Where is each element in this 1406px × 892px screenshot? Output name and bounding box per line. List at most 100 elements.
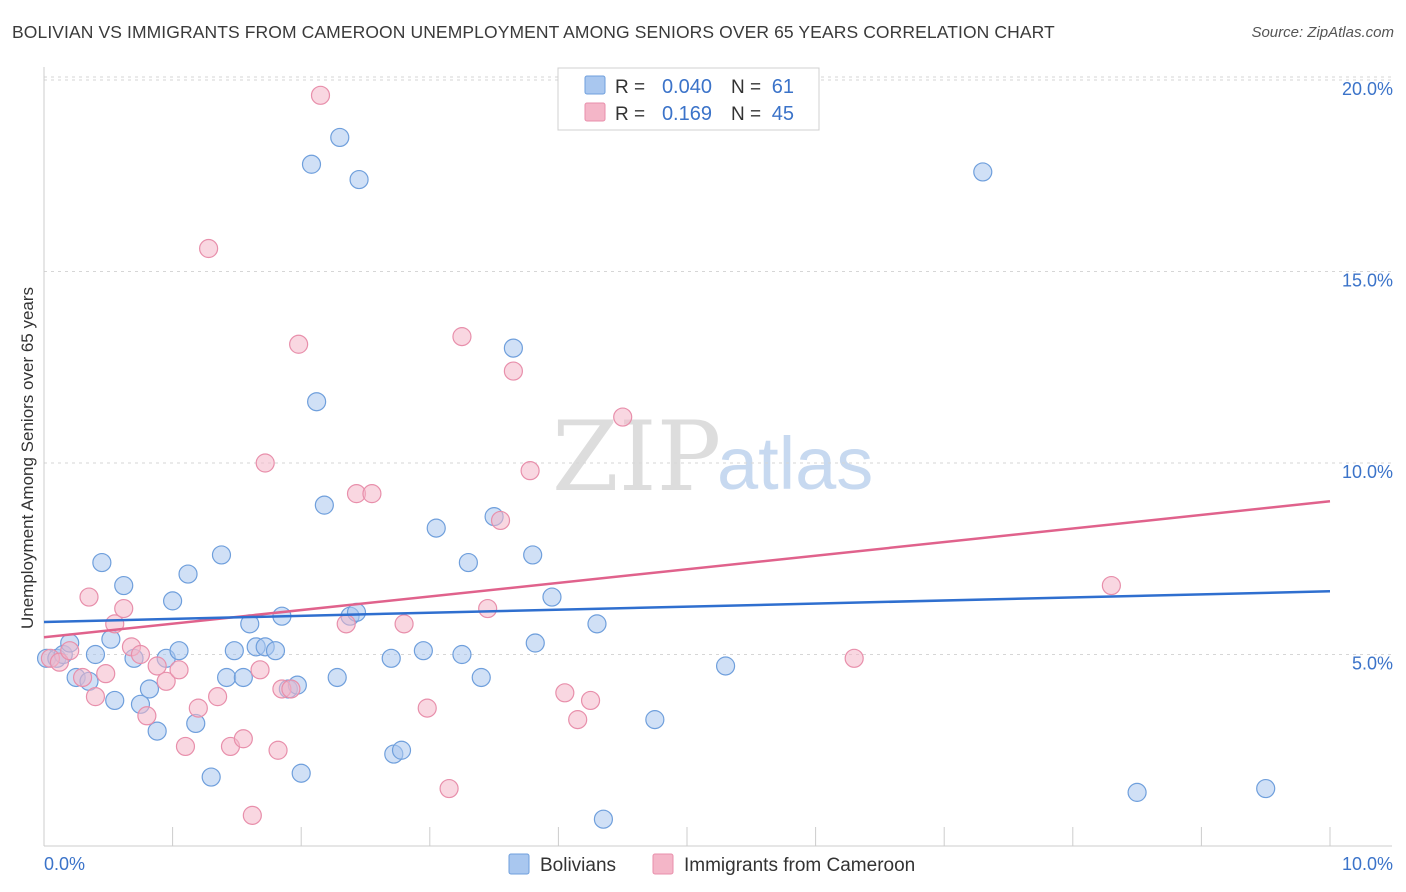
point-bolivians — [224, 641, 244, 661]
y-tick-label: 10.0% — [1342, 462, 1393, 482]
stats-swatch-pink — [584, 102, 606, 122]
point-bolivians — [301, 154, 322, 174]
stats-n-label: N = — [731, 104, 761, 125]
point-cameroon — [336, 614, 356, 634]
point-bolivians — [92, 552, 112, 573]
point-cameroon — [114, 598, 134, 619]
stats-n-value: 61 — [772, 76, 794, 98]
point-cameroon — [199, 238, 219, 259]
chart-title: BOLIVIAN VS IMMIGRANTS FROM CAMEROON UNE… — [12, 22, 1055, 42]
point-cameroon — [394, 614, 414, 634]
point-cameroon — [580, 690, 601, 711]
point-bolivians — [1256, 778, 1276, 799]
stats-swatch-blue — [584, 75, 606, 95]
point-cameroon — [156, 671, 176, 691]
point-cameroon — [169, 660, 189, 680]
point-bolivians — [169, 641, 189, 661]
point-cameroon — [137, 706, 157, 726]
point-cameroon — [79, 587, 99, 607]
point-bolivians — [645, 710, 665, 730]
point-bolivians — [458, 552, 478, 573]
point-cameroon — [130, 644, 151, 665]
stats-r-label: R = — [615, 77, 645, 98]
y-tick-label: 15.0% — [1342, 271, 1393, 291]
point-bolivians — [201, 767, 221, 787]
x-tick-labels: 0.0% 10.0% — [44, 854, 1393, 874]
point-bolivians — [413, 641, 433, 661]
point-bolivians — [330, 127, 350, 148]
point-bolivians — [973, 162, 993, 182]
point-cameroon — [503, 361, 523, 381]
point-bolivians — [85, 644, 106, 665]
legend: Bolivians Immigrants from Cameroon — [508, 853, 915, 876]
point-bolivians — [114, 575, 134, 596]
point-bolivians — [147, 721, 167, 741]
legend-swatch-cameroon — [652, 853, 674, 875]
point-bolivians — [105, 690, 125, 711]
point-cameroon — [844, 648, 864, 668]
point-cameroon — [250, 660, 270, 680]
point-bolivians — [426, 518, 446, 538]
x-tick-label: 10.0% — [1342, 854, 1393, 874]
point-bolivians — [542, 587, 562, 607]
point-cameroon — [1101, 575, 1121, 596]
point-bolivians — [211, 545, 232, 565]
point-cameroon — [439, 778, 459, 799]
stats-r-label: R = — [615, 104, 645, 125]
point-cameroon — [289, 334, 309, 354]
point-cameroon — [60, 641, 80, 661]
point-bolivians — [314, 495, 334, 515]
point-cameroon — [452, 327, 472, 347]
series-cameroon — [40, 85, 1121, 825]
legend-swatch-bolivians — [508, 853, 530, 875]
point-cameroon — [362, 484, 382, 504]
gridlines — [44, 76, 1392, 655]
legend-label-bolivians: Bolivians — [540, 855, 616, 876]
point-bolivians — [349, 169, 369, 190]
point-cameroon — [255, 453, 275, 473]
point-bolivians — [715, 656, 736, 676]
stats-n-value: 45 — [772, 103, 794, 125]
point-bolivians — [452, 644, 472, 665]
point-cameroon — [85, 687, 106, 707]
trend-lines — [43, 500, 1331, 639]
stats-r-value: 0.040 — [662, 76, 712, 98]
point-cameroon — [96, 664, 116, 684]
point-cameroon — [310, 85, 331, 105]
x-tick-label: 0.0% — [44, 854, 85, 874]
trend-line-bolivians — [43, 590, 1331, 624]
point-cameroon — [208, 687, 228, 707]
source-credit: Source: ZipAtlas.com — [1251, 24, 1394, 41]
y-axis-label: Unemployment Among Seniors over 65 years — [18, 287, 37, 629]
point-bolivians — [381, 648, 401, 668]
point-cameroon — [175, 736, 196, 757]
point-bolivians — [233, 667, 253, 688]
point-bolivians — [217, 667, 237, 688]
point-bolivians — [178, 564, 198, 584]
point-cameroon — [268, 740, 288, 760]
stats-r-value: 0.169 — [662, 103, 712, 125]
point-cameroon — [72, 667, 93, 688]
point-cameroon — [233, 729, 253, 749]
point-cameroon — [188, 698, 208, 718]
legend-label-cameroon: Immigrants from Cameroon — [684, 855, 915, 876]
point-bolivians — [525, 633, 545, 653]
point-bolivians — [523, 545, 543, 565]
point-cameroon — [478, 598, 498, 619]
point-cameroon — [555, 683, 575, 703]
point-bolivians — [327, 667, 347, 688]
point-bolivians — [503, 338, 523, 358]
point-bolivians — [1127, 782, 1147, 802]
point-bolivians — [391, 740, 412, 760]
point-bolivians — [265, 641, 286, 661]
point-bolivians — [587, 614, 607, 634]
stats-box: R = 0.040 N = 61 R = 0.169 N = 45 — [557, 67, 820, 131]
point-bolivians — [291, 763, 311, 783]
axes — [43, 67, 1392, 847]
point-bolivians — [163, 591, 183, 611]
point-cameroon — [568, 710, 588, 730]
point-cameroon — [242, 805, 262, 825]
point-bolivians — [593, 809, 614, 829]
point-cameroon — [490, 510, 511, 531]
